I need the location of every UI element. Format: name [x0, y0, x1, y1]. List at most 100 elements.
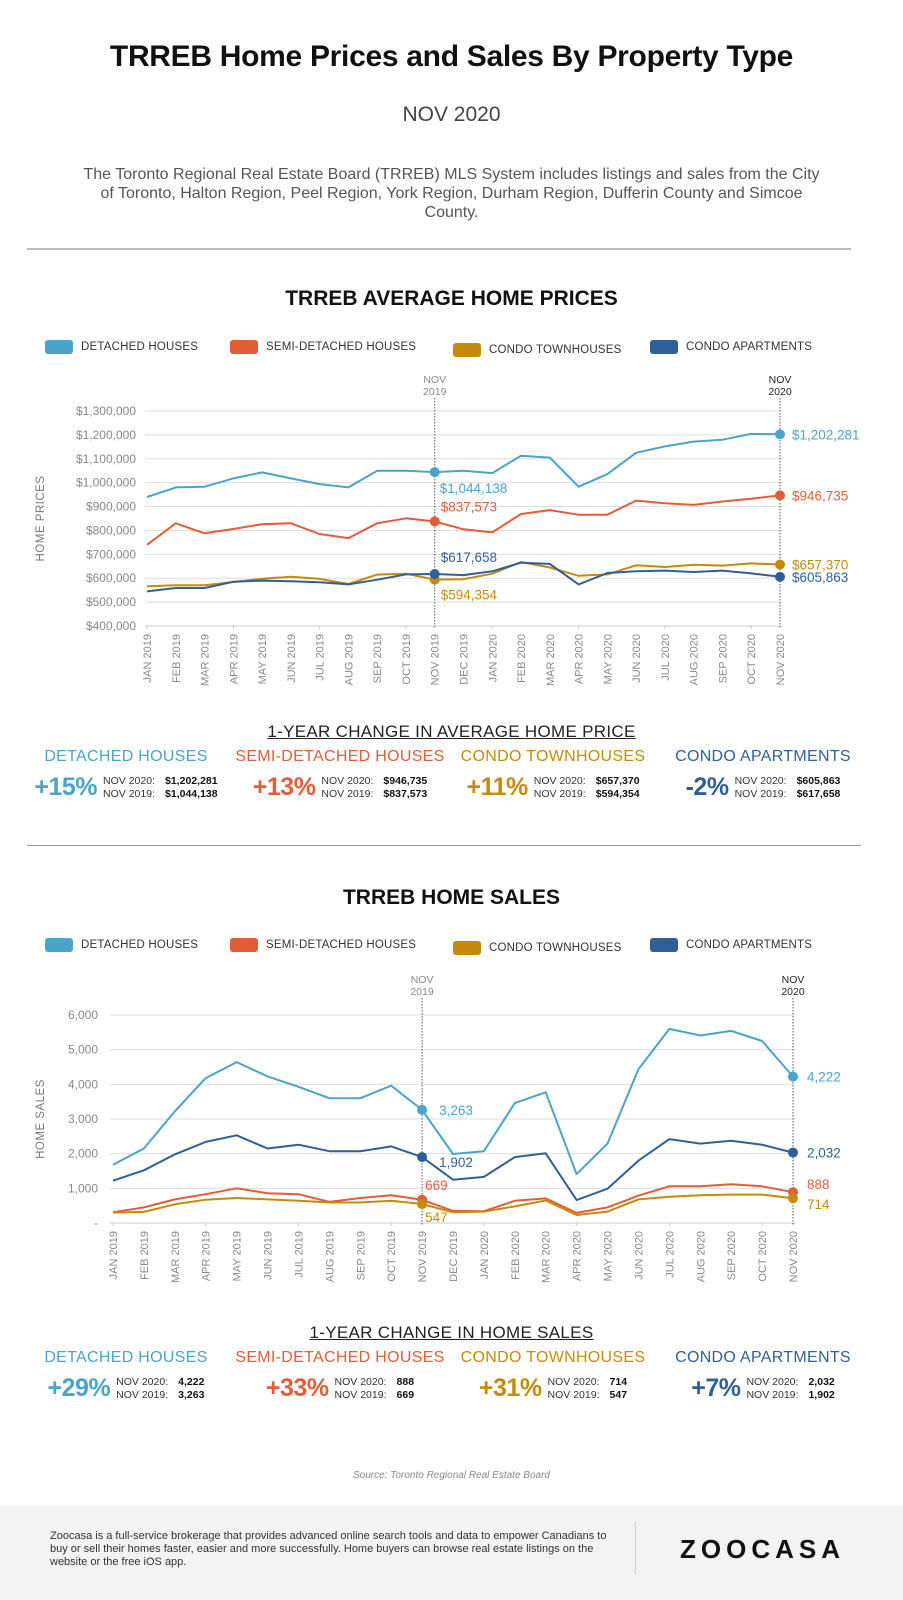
data-label-semi: 669: [425, 1178, 448, 1193]
value-2020: 714: [609, 1375, 628, 1388]
price-change-summary: DETACHED HOUSES +15% NOV 2020: $1,202,281 NO…: [0, 748, 903, 808]
legend-swatch: [650, 938, 678, 952]
value-2019: $617,658: [796, 787, 841, 800]
value-2020: 888: [396, 1375, 415, 1388]
x-tick-label: MAY 2019: [257, 634, 269, 684]
legend-label: CONDO APARTMENTS: [686, 341, 813, 353]
data-label-semi: $946,735: [792, 488, 848, 503]
data-point-townhouse: [417, 1199, 428, 1210]
x-tick-label: MAR 2020: [545, 634, 557, 686]
data-point-apartment: [417, 1152, 428, 1163]
legend-item-detached: DETACHED HOUSES: [45, 340, 198, 354]
legend-label: CONDO APARTMENTS: [686, 939, 813, 951]
y-tick-label: 1,000: [68, 1181, 98, 1195]
change-card-name: CONDO APARTMENTS: [675, 748, 851, 765]
x-tick-label: MAY 2020: [603, 1231, 615, 1281]
data-point-detached: [429, 467, 440, 478]
x-tick-label: OCT 2019: [386, 1231, 398, 1282]
x-tick-label: AUG 2020: [689, 634, 701, 685]
series-line-detached: [146, 432, 781, 498]
value-2019: $837,573: [383, 787, 428, 800]
value-label-2020: NOV 2020:: [734, 774, 787, 787]
change-card-apartment: CONDO APARTMENTS -2% NOV 2020: $605,863 NOV …: [653, 748, 873, 802]
change-card-semi: SEMI-DETACHED HOUSES +33% NOV 2020: 888 NOV …: [230, 1349, 450, 1403]
x-tick-label: FEB 2019: [171, 634, 183, 683]
intro-text: The Toronto Regional Real Estate Board (…: [83, 166, 820, 221]
change-card-detached: DETACHED HOUSES +29% NOV 2020: 4,222 NOV 201…: [16, 1349, 236, 1403]
series-line-townhouse: [112, 1193, 794, 1216]
x-tick-label: APR 2019: [201, 1231, 213, 1281]
x-tick-label: JUL 2019: [293, 1231, 305, 1278]
y-tick-label: $900,000: [86, 500, 136, 514]
change-card-row: +33% NOV 2020: 888 NOV 2019: 669: [230, 1374, 450, 1403]
data-point-semi: [775, 490, 785, 501]
y-tick-label: 6,000: [68, 1008, 98, 1022]
change-card-townhouse: CONDO TOWNHOUSES +11% NOV 2020: $657,370 NOV…: [443, 748, 663, 802]
divider: [27, 845, 861, 846]
y-tick-label: 3,000: [68, 1112, 98, 1126]
x-tick-label: DEC 2019: [448, 1231, 460, 1282]
value-2019: 3,263: [178, 1388, 205, 1401]
value-2020: 2,032: [808, 1375, 835, 1388]
x-tick-label: MAY 2019: [232, 1231, 244, 1281]
x-tick-label: JUN 2019: [286, 634, 298, 683]
y-tick-label: $500,000: [86, 595, 136, 609]
value-2020: $946,735: [383, 774, 428, 787]
zoocasa-logo[interactable]: ZOOCASA: [680, 1534, 845, 1564]
reference-label: NOV: [411, 974, 434, 986]
y-tick-label: $1,200,000: [76, 428, 136, 442]
change-values: NOV 2020: $946,735 NOV 2019: $837,573: [321, 775, 427, 801]
data-label-detached: 3,263: [439, 1103, 473, 1118]
data-label-townhouse: $594,354: [441, 588, 498, 603]
value-label-2020: NOV 2020:: [533, 774, 586, 787]
x-tick-label: JUN 2019: [263, 1231, 275, 1280]
change-percent: +15%: [34, 773, 98, 801]
x-tick-label: JUN 2020: [633, 1231, 645, 1280]
legend-item-detached: DETACHED HOUSES: [45, 938, 198, 952]
y-tick-label: -: [94, 1216, 98, 1230]
change-card-row: +13% NOV 2020: $946,735 NOV 2019: $837,573: [230, 773, 450, 802]
change-values: NOV 2020: 2,032 NOV 2019: 1,902: [746, 1376, 834, 1402]
reference-label: NOV: [769, 374, 792, 386]
change-card-detached: DETACHED HOUSES +15% NOV 2020: $1,202,281 NO…: [16, 748, 236, 802]
value-2020: $605,863: [796, 774, 841, 787]
x-tick-label: MAY 2020: [602, 634, 614, 684]
change-values: NOV 2020: 888 NOV 2019: 669: [335, 1376, 415, 1402]
change-card-apartment: CONDO APARTMENTS +7% NOV 2020: 2,032 NOV 201…: [653, 1349, 873, 1403]
x-tick-label: APR 2019: [228, 634, 240, 684]
change-card-townhouse: CONDO TOWNHOUSES +31% NOV 2020: 714 NOV 2019…: [443, 1349, 663, 1403]
value-2020: $657,370: [595, 774, 640, 787]
data-point-detached: [417, 1104, 428, 1115]
reference-label: 2020: [781, 986, 805, 998]
divider: [27, 248, 851, 250]
data-point-detached: [775, 429, 785, 440]
reference-label: 2019: [410, 986, 434, 998]
legend-item-townhouse: CONDO TOWNHOUSES: [453, 941, 621, 955]
value-label-2020: NOV 2020:: [116, 1375, 169, 1388]
footer-divider: [635, 1522, 636, 1574]
x-tick-label: DEC 2019: [459, 634, 471, 685]
legend-item-apartment: CONDO APARTMENTS: [650, 938, 812, 952]
value-label-2020: NOV 2020:: [547, 1375, 600, 1388]
data-point-detached: [788, 1071, 798, 1082]
value-label-2019: NOV 2019:: [103, 787, 155, 800]
change-card-name: CONDO APARTMENTS: [675, 1349, 851, 1366]
value-2019: 669: [396, 1388, 415, 1401]
y-tick-label: $400,000: [86, 619, 136, 633]
y-tick-label: 4,000: [68, 1077, 98, 1091]
y-tick-label: $800,000: [86, 523, 136, 537]
y-tick-label: 5,000: [68, 1043, 98, 1057]
data-point-apartment: [788, 1147, 798, 1158]
x-tick-label: AUG 2020: [695, 1231, 707, 1282]
x-tick-label: SEP 2019: [355, 1231, 367, 1280]
legend-swatch: [230, 938, 258, 952]
sales-change-summary: DETACHED HOUSES +29% NOV 2020: 4,222 NOV 201…: [0, 1349, 903, 1409]
reference-label: NOV: [782, 974, 805, 986]
x-tick-label: SEP 2020: [726, 1231, 738, 1280]
sales-legend: DETACHED HOUSES SEMI-DETACHED HOUSES CON…: [45, 938, 875, 958]
value-2019: $594,354: [595, 787, 640, 800]
data-label-apartment: 1,902: [439, 1155, 473, 1170]
value-label-2020: NOV 2020:: [321, 774, 374, 787]
page-subtitle: NOV 2020: [402, 103, 501, 126]
sales-change-title: 1-YEAR CHANGE IN HOME SALES: [309, 1323, 594, 1342]
